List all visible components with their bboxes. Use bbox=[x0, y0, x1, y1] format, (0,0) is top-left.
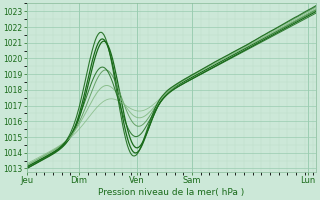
X-axis label: Pression niveau de la mer( hPa ): Pression niveau de la mer( hPa ) bbox=[99, 188, 245, 197]
